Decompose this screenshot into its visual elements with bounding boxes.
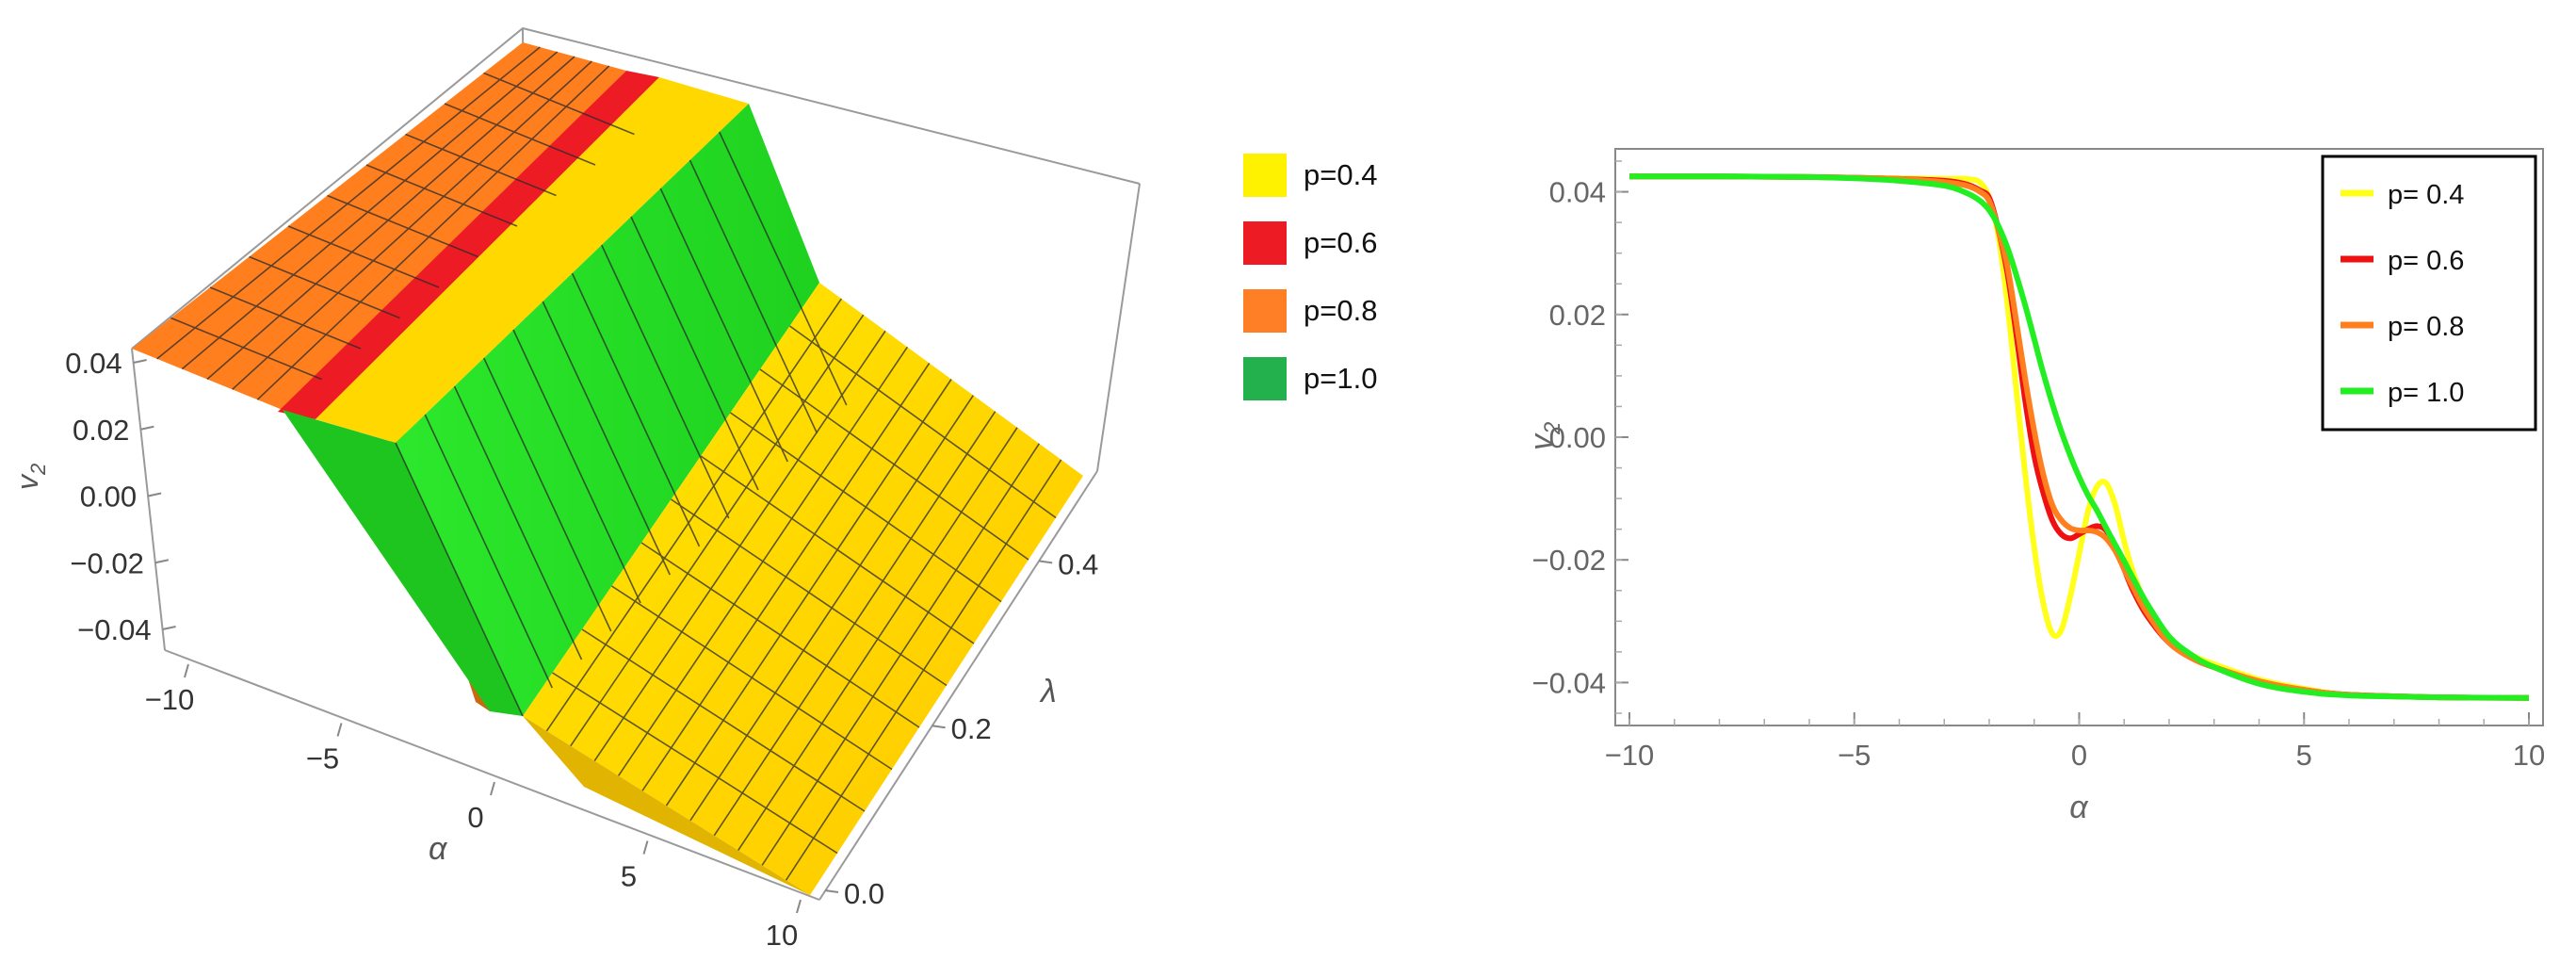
z-tick-mark xyxy=(133,359,147,364)
x-tick-label: 5 xyxy=(621,860,637,893)
z-axis-ticks: 0.04 0.02 0.00 −0.02 −0.04 xyxy=(65,347,176,646)
legend-label: p= 0.6 xyxy=(2388,246,2464,276)
y-axis-label: λ xyxy=(1039,674,1057,709)
x-tick-label: 5 xyxy=(2296,739,2312,772)
z-tick-label: 0.00 xyxy=(80,481,137,513)
legend-swatch xyxy=(1243,221,1287,265)
z-tick-mark xyxy=(154,559,170,564)
z-tick-mark xyxy=(140,425,154,431)
x-tick-label: −5 xyxy=(306,742,339,775)
y-tick-mark xyxy=(1039,560,1053,564)
legend-label: p= 1.0 xyxy=(2388,378,2464,408)
y-axis-label: v2 xyxy=(1524,422,1565,450)
x-tick-mark xyxy=(490,781,495,796)
y-tick-label: 0.4 xyxy=(1058,547,1098,580)
x-axis-ticks: −10 −5 0 5 10 xyxy=(145,663,802,952)
legend-item-p04: p=0.4 xyxy=(1243,141,1488,209)
y-tick-label: −0.04 xyxy=(1532,666,1606,699)
legend-item-p08: p=0.8 xyxy=(1243,277,1488,345)
z-tick-label: −0.04 xyxy=(77,613,151,646)
y-axis-ticks: 0.0 0.2 0.4 xyxy=(824,547,1098,910)
x-tick-label: −10 xyxy=(1605,739,1655,772)
legend-swatch xyxy=(1243,357,1287,400)
line-plot-panel: 0.04 0.02 0.00 −0.02 −0.04 −10 −5 0 5 10 v2 α p=… xyxy=(1507,0,2576,973)
legend-label: p=0.6 xyxy=(1304,226,1378,259)
x-tick-label: 10 xyxy=(766,919,798,952)
z-tick-mark xyxy=(162,626,176,630)
legend-label: p=0.8 xyxy=(1304,294,1378,327)
surface-mesh xyxy=(156,46,1062,881)
x-tick-label: 0 xyxy=(2071,739,2087,772)
x-tick-label: −5 xyxy=(1838,739,1871,772)
x-tick-label: 10 xyxy=(2513,739,2545,772)
legend-label: p= 0.4 xyxy=(2388,180,2464,210)
legend-box xyxy=(2321,155,2537,432)
surface-legend: p=0.4 p=0.6 p=0.8 p=1.0 xyxy=(1243,141,1488,413)
y-axis-ticks: 0.04 0.02 0.00 −0.02 −0.04 xyxy=(1532,160,1628,714)
line-plot: 0.04 0.02 0.00 −0.02 −0.04 −10 −5 0 5 10 v2 α p=… xyxy=(1524,148,2545,825)
y-tick-mark xyxy=(932,725,946,729)
y-tick-label: 0.02 xyxy=(1549,299,1606,332)
surface xyxy=(132,42,1083,900)
line-legend: p= 0.4 p= 0.6 p= 0.8 p= 1.0 xyxy=(2321,155,2537,432)
x-axis-ticks: −10 −5 0 5 10 xyxy=(1605,712,2545,772)
surface-plot-panel: 0.04 0.02 0.00 −0.02 −0.04 −10 −5 0 5 10 0.0 0.2 0… xyxy=(0,0,1234,973)
legend-label: p=0.4 xyxy=(1304,158,1378,191)
z-tick-label: 0.02 xyxy=(73,414,129,447)
legend-label: p= 0.8 xyxy=(2388,312,2464,342)
legend-swatch xyxy=(1243,289,1287,333)
x-axis-label: α xyxy=(429,831,448,867)
x-tick-label: −10 xyxy=(145,683,195,716)
x-tick-mark xyxy=(184,663,189,678)
x-tick-mark xyxy=(336,723,343,737)
x-tick-label: 0 xyxy=(467,801,483,834)
series-line-4 xyxy=(1628,173,2530,701)
surface-band-yellow-top xyxy=(316,77,749,443)
y-tick-label: 0.04 xyxy=(1549,176,1606,209)
y-tick-mark xyxy=(824,889,839,893)
surface-band-red xyxy=(278,71,659,419)
legend-item-p06: p=0.6 xyxy=(1243,209,1488,277)
y-tick-label: −0.02 xyxy=(1532,544,1606,577)
z-tick-label: −0.02 xyxy=(70,546,143,579)
x-axis-label: α xyxy=(2069,790,2089,825)
plot-lines xyxy=(1628,173,2530,701)
surface-slope-green xyxy=(396,104,819,716)
y-tick-label: 0.2 xyxy=(951,712,992,745)
legend-label: p=1.0 xyxy=(1304,362,1378,395)
x-tick-mark xyxy=(642,840,649,855)
y-tick-label: 0.00 xyxy=(1549,421,1606,454)
z-tick-label: 0.04 xyxy=(65,347,122,380)
legend-item-p10: p=1.0 xyxy=(1243,345,1488,413)
x-tick-mark xyxy=(796,899,802,914)
surface-plateau-orange xyxy=(132,42,626,410)
z-tick-mark xyxy=(147,492,162,497)
surface-slope-front xyxy=(283,410,523,716)
y-tick-label: 0.0 xyxy=(844,877,884,910)
legend-swatch xyxy=(1243,154,1287,197)
z-axis-label: v2 xyxy=(10,464,50,490)
